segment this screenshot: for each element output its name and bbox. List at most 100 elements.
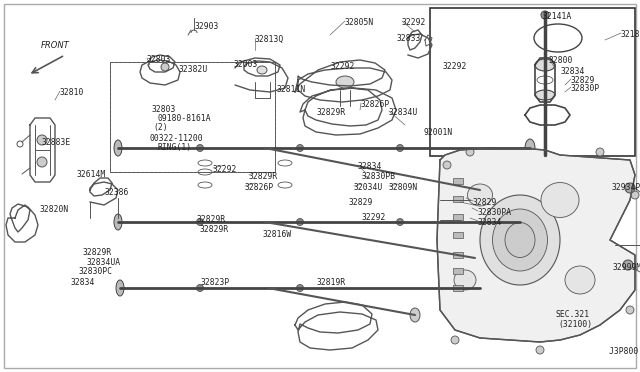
Ellipse shape xyxy=(410,308,420,322)
Text: 32830PB: 32830PB xyxy=(362,172,396,181)
Text: 32826P: 32826P xyxy=(245,183,275,192)
Bar xyxy=(110,62,275,172)
Text: 32809N: 32809N xyxy=(389,183,419,192)
Text: 32834UA: 32834UA xyxy=(87,258,121,267)
Text: 32829R: 32829R xyxy=(317,108,346,117)
Text: 32803: 32803 xyxy=(152,105,177,114)
Text: 32816W: 32816W xyxy=(263,230,292,239)
Text: 32999M: 32999M xyxy=(613,263,640,272)
Bar xyxy=(458,244,472,250)
Text: RING(1): RING(1) xyxy=(157,143,191,152)
Ellipse shape xyxy=(493,209,547,271)
Ellipse shape xyxy=(515,213,525,231)
Ellipse shape xyxy=(470,250,480,266)
Text: 32386: 32386 xyxy=(105,188,129,197)
Text: 32829R: 32829R xyxy=(197,215,227,224)
Text: 32800: 32800 xyxy=(549,56,573,65)
Ellipse shape xyxy=(535,90,555,100)
Bar xyxy=(453,268,463,274)
Ellipse shape xyxy=(475,279,485,297)
Text: 32903: 32903 xyxy=(195,22,220,31)
Circle shape xyxy=(397,144,403,151)
Text: 32003: 32003 xyxy=(234,60,259,69)
Text: 32830P: 32830P xyxy=(571,84,600,93)
Circle shape xyxy=(625,183,635,193)
Text: 32834U: 32834U xyxy=(389,108,419,117)
Text: 32819R: 32819R xyxy=(317,278,346,287)
Bar xyxy=(458,178,474,185)
Text: 32805N: 32805N xyxy=(345,18,374,27)
Text: 32829R: 32829R xyxy=(249,172,278,181)
Circle shape xyxy=(161,63,169,71)
Text: J3P800 P: J3P800 P xyxy=(609,347,640,356)
Bar xyxy=(458,228,472,234)
Ellipse shape xyxy=(505,222,535,257)
Text: 32292: 32292 xyxy=(362,213,387,222)
Circle shape xyxy=(541,11,549,19)
Circle shape xyxy=(296,285,303,292)
Text: FRONT: FRONT xyxy=(40,41,69,50)
Text: 32811N: 32811N xyxy=(277,85,307,94)
Text: 32830PC: 32830PC xyxy=(79,267,113,276)
Bar xyxy=(453,196,463,202)
Text: 09180-8161A: 09180-8161A xyxy=(158,114,212,123)
Bar xyxy=(458,163,474,170)
Ellipse shape xyxy=(114,214,122,230)
Circle shape xyxy=(196,218,204,225)
Ellipse shape xyxy=(467,184,493,206)
Text: 32883E: 32883E xyxy=(42,138,71,147)
Text: 32614M: 32614M xyxy=(77,170,106,179)
Text: 32803: 32803 xyxy=(147,55,172,64)
Text: 32820N: 32820N xyxy=(40,205,69,214)
Ellipse shape xyxy=(257,66,267,74)
Text: 32834: 32834 xyxy=(358,162,382,171)
Ellipse shape xyxy=(336,76,354,88)
Text: 32141A: 32141A xyxy=(543,12,572,21)
Text: 32934P: 32934P xyxy=(612,183,640,192)
Circle shape xyxy=(37,157,47,167)
Text: SEC.321: SEC.321 xyxy=(556,310,590,319)
Polygon shape xyxy=(437,148,635,342)
Text: 32834: 32834 xyxy=(478,218,502,227)
Circle shape xyxy=(466,148,474,156)
Bar xyxy=(458,171,474,178)
Ellipse shape xyxy=(454,270,476,290)
Circle shape xyxy=(631,191,639,199)
Text: 32292: 32292 xyxy=(331,62,355,71)
Bar xyxy=(110,62,275,172)
Ellipse shape xyxy=(525,139,535,157)
Text: 32829: 32829 xyxy=(473,198,497,207)
Text: 92001N: 92001N xyxy=(424,128,453,137)
Ellipse shape xyxy=(565,266,595,294)
Bar xyxy=(453,285,463,291)
Bar xyxy=(458,252,472,258)
Text: 32382U: 32382U xyxy=(179,65,208,74)
Circle shape xyxy=(196,144,204,151)
Circle shape xyxy=(196,285,204,292)
Text: 32829: 32829 xyxy=(571,76,595,85)
Bar xyxy=(453,178,463,184)
Circle shape xyxy=(296,218,303,225)
Text: 32829: 32829 xyxy=(349,198,373,207)
Text: 32182N: 32182N xyxy=(621,30,640,39)
Ellipse shape xyxy=(114,140,122,156)
Circle shape xyxy=(626,306,634,314)
Bar xyxy=(453,252,463,258)
Text: 32833: 32833 xyxy=(397,34,421,43)
Ellipse shape xyxy=(475,182,485,198)
Text: (32100): (32100) xyxy=(558,320,592,329)
Circle shape xyxy=(536,346,544,354)
Text: (2): (2) xyxy=(153,123,168,132)
Circle shape xyxy=(443,161,451,169)
Circle shape xyxy=(397,218,403,225)
Text: 32830PA: 32830PA xyxy=(478,208,512,217)
Text: 32810: 32810 xyxy=(60,88,84,97)
Circle shape xyxy=(37,135,47,145)
Ellipse shape xyxy=(480,195,560,285)
Text: 32292: 32292 xyxy=(402,18,426,27)
Text: 32834: 32834 xyxy=(71,278,95,287)
Text: 32829R: 32829R xyxy=(83,248,112,257)
Text: 32292: 32292 xyxy=(443,62,467,71)
Bar xyxy=(458,155,474,162)
Text: 32826P: 32826P xyxy=(361,100,390,109)
